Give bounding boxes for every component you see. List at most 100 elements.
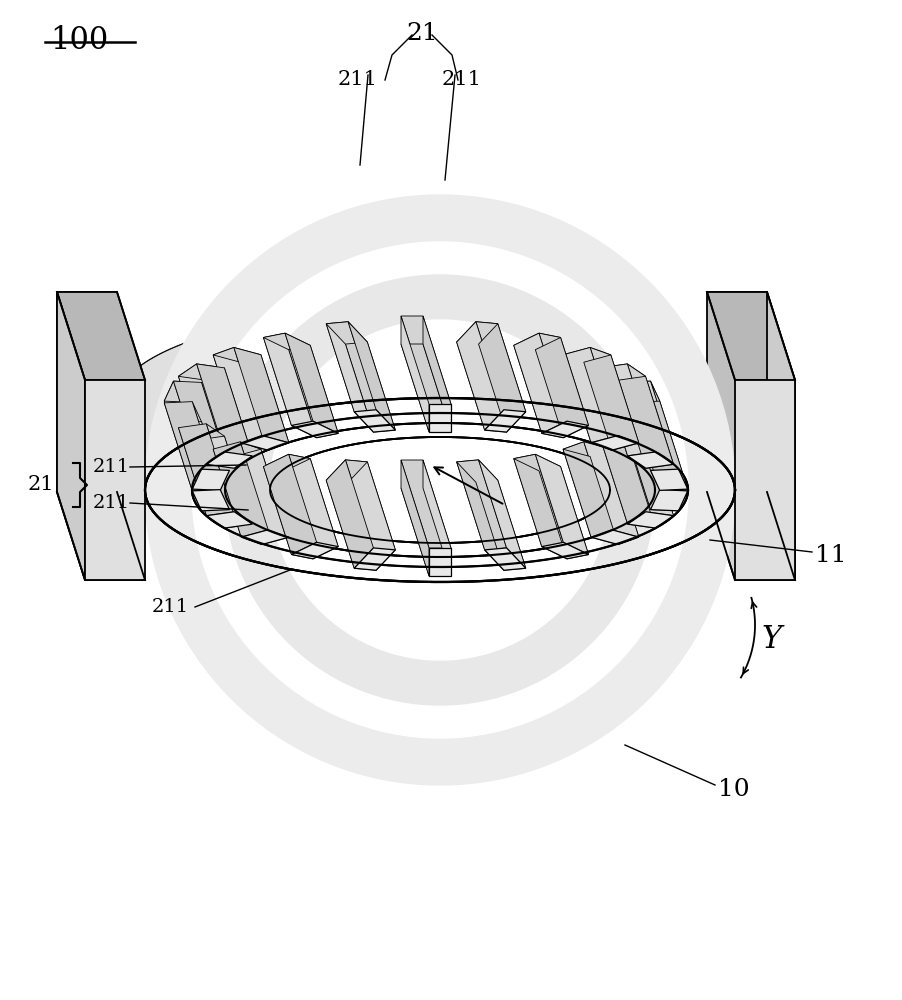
Polygon shape <box>164 402 220 491</box>
Polygon shape <box>456 322 503 430</box>
Polygon shape <box>240 442 289 537</box>
Polygon shape <box>213 355 268 450</box>
Polygon shape <box>513 459 566 559</box>
Polygon shape <box>173 422 229 511</box>
Circle shape <box>270 320 610 660</box>
Polygon shape <box>234 449 289 545</box>
Polygon shape <box>241 530 289 545</box>
Text: 21: 21 <box>28 476 54 494</box>
Polygon shape <box>649 403 687 511</box>
Polygon shape <box>563 442 612 537</box>
Text: Y: Y <box>761 624 781 656</box>
Polygon shape <box>179 376 234 468</box>
Polygon shape <box>627 364 673 464</box>
Polygon shape <box>263 333 310 350</box>
Polygon shape <box>706 492 794 580</box>
Polygon shape <box>348 462 395 570</box>
Polygon shape <box>400 460 428 576</box>
Polygon shape <box>599 364 645 380</box>
Polygon shape <box>241 435 289 450</box>
Polygon shape <box>563 355 612 450</box>
Polygon shape <box>599 424 645 440</box>
Polygon shape <box>621 402 659 510</box>
Polygon shape <box>599 364 655 456</box>
Polygon shape <box>456 342 506 432</box>
Polygon shape <box>117 310 734 490</box>
Polygon shape <box>484 548 525 570</box>
Polygon shape <box>326 322 367 344</box>
Polygon shape <box>478 324 525 432</box>
Text: 211: 211 <box>93 458 130 476</box>
Polygon shape <box>428 404 450 432</box>
Polygon shape <box>179 364 224 380</box>
Polygon shape <box>627 452 673 468</box>
Polygon shape <box>291 542 338 559</box>
Polygon shape <box>475 322 525 412</box>
Polygon shape <box>535 454 588 555</box>
Polygon shape <box>631 401 687 490</box>
Polygon shape <box>584 355 638 450</box>
Polygon shape <box>706 292 766 492</box>
Polygon shape <box>456 460 506 550</box>
Text: 211: 211 <box>93 494 130 512</box>
Polygon shape <box>766 292 794 580</box>
Polygon shape <box>400 344 450 432</box>
Text: 11: 11 <box>815 544 845 566</box>
Circle shape <box>192 242 687 738</box>
Polygon shape <box>621 422 677 511</box>
Polygon shape <box>263 333 313 425</box>
Polygon shape <box>621 381 659 402</box>
Polygon shape <box>563 442 610 457</box>
Polygon shape <box>591 530 638 545</box>
Polygon shape <box>513 454 563 547</box>
Polygon shape <box>263 467 313 559</box>
Polygon shape <box>207 512 252 528</box>
Polygon shape <box>513 333 566 433</box>
Polygon shape <box>213 442 261 457</box>
Polygon shape <box>164 403 201 511</box>
Polygon shape <box>422 316 450 432</box>
Polygon shape <box>192 382 229 490</box>
Polygon shape <box>57 292 145 380</box>
Circle shape <box>225 275 654 705</box>
Polygon shape <box>354 410 395 432</box>
Polygon shape <box>584 442 638 537</box>
Polygon shape <box>617 376 673 468</box>
Polygon shape <box>649 469 687 490</box>
Polygon shape <box>206 424 252 524</box>
Polygon shape <box>535 337 588 438</box>
Polygon shape <box>631 402 687 491</box>
Polygon shape <box>326 324 373 432</box>
Polygon shape <box>173 381 229 470</box>
Polygon shape <box>240 355 289 450</box>
Text: 211: 211 <box>441 70 482 89</box>
Polygon shape <box>85 380 145 580</box>
Polygon shape <box>563 347 618 443</box>
Polygon shape <box>734 380 794 580</box>
Polygon shape <box>590 449 638 545</box>
Polygon shape <box>621 402 659 423</box>
Polygon shape <box>57 292 117 492</box>
Polygon shape <box>599 368 645 468</box>
Polygon shape <box>599 436 655 528</box>
Polygon shape <box>617 424 673 516</box>
Polygon shape <box>164 402 201 423</box>
Polygon shape <box>326 322 376 412</box>
Polygon shape <box>263 454 310 471</box>
Polygon shape <box>179 424 234 516</box>
Polygon shape <box>513 454 560 471</box>
Polygon shape <box>591 435 638 450</box>
Polygon shape <box>164 381 201 402</box>
Polygon shape <box>538 333 588 425</box>
Polygon shape <box>326 460 373 568</box>
Polygon shape <box>57 292 85 580</box>
Polygon shape <box>192 402 229 510</box>
Polygon shape <box>291 421 338 438</box>
Polygon shape <box>289 454 338 547</box>
Polygon shape <box>538 467 588 559</box>
Polygon shape <box>179 364 225 464</box>
Text: 10: 10 <box>717 778 749 801</box>
Polygon shape <box>513 345 563 438</box>
Polygon shape <box>179 428 225 528</box>
Polygon shape <box>541 542 588 559</box>
